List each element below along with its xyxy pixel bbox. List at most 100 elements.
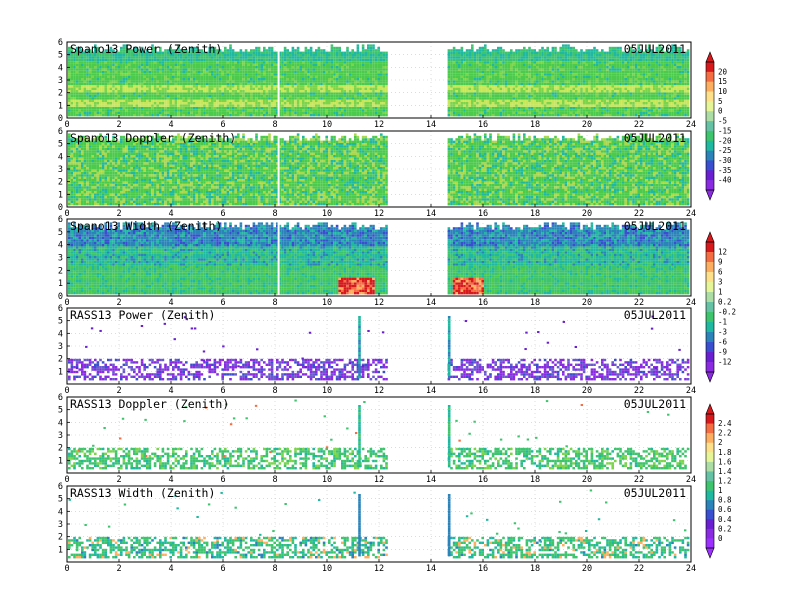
heatmap-cell <box>195 95 198 97</box>
heatmap-cell <box>219 68 222 70</box>
heatmap-cell <box>208 80 211 82</box>
heatmap-cell <box>266 56 269 58</box>
heatmap-cell <box>354 54 357 56</box>
heatmap-cell <box>110 85 113 87</box>
heatmap-cell <box>531 90 534 92</box>
heatmap-cell <box>73 104 76 106</box>
heatmap-cell <box>518 76 521 78</box>
heatmap-cell <box>201 109 204 111</box>
heatmap-cell <box>110 80 113 82</box>
heatmap-cell <box>463 71 466 73</box>
heatmap-cell <box>453 102 456 104</box>
heatmap-cell <box>71 88 74 90</box>
heatmap-cell <box>146 100 149 102</box>
heatmap-cell <box>177 78 180 80</box>
heatmap-cell <box>281 114 284 116</box>
heatmap-cell <box>331 109 334 111</box>
heatmap-cell <box>487 73 490 75</box>
heatmap-cell <box>136 68 139 70</box>
heatmap-cell <box>120 64 123 66</box>
heatmap-cell <box>286 88 289 90</box>
heatmap-cell <box>487 78 490 80</box>
heatmap-cell <box>216 61 219 63</box>
heatmap-cell <box>375 73 378 75</box>
heatmap-cell <box>341 56 344 58</box>
heatmap-cell <box>172 83 175 85</box>
heatmap-cell <box>320 104 323 106</box>
heatmap-cell <box>120 90 123 92</box>
heatmap-cell <box>518 102 521 104</box>
heatmap-cell <box>123 83 126 85</box>
heatmap-cell <box>484 85 487 87</box>
heatmap-cell <box>156 90 159 92</box>
heatmap-cell <box>97 78 100 80</box>
heatmap-cell <box>325 80 328 82</box>
heatmap-cell <box>539 78 542 80</box>
heatmap-cell <box>151 78 154 80</box>
heatmap-cell <box>242 95 245 97</box>
heatmap-cell <box>115 114 118 116</box>
heatmap-cell <box>123 73 126 75</box>
heatmap-cell <box>258 102 261 104</box>
heatmap-cell <box>240 78 243 80</box>
heatmap-cell <box>190 68 193 70</box>
heatmap-cell <box>297 71 300 73</box>
heatmap-cell <box>201 107 204 109</box>
heatmap-cell <box>146 104 149 106</box>
heatmap-cell <box>117 109 120 111</box>
heatmap-cell <box>463 90 466 92</box>
heatmap-cell <box>562 73 565 75</box>
heatmap-cell <box>362 54 365 56</box>
heatmap-cell <box>143 61 146 63</box>
heatmap-cell <box>312 109 315 111</box>
heatmap-cell <box>359 112 362 114</box>
heatmap-cell <box>185 107 188 109</box>
heatmap-cell <box>71 102 74 104</box>
heatmap-cell <box>250 95 253 97</box>
heatmap-cell <box>518 59 521 61</box>
heatmap-cell <box>167 88 170 90</box>
heatmap-cell <box>513 54 516 56</box>
heatmap-cell <box>297 102 300 104</box>
heatmap-cell <box>284 88 287 90</box>
heatmap-cell <box>471 44 474 46</box>
heatmap-cell <box>172 109 175 111</box>
heatmap-cell <box>312 114 315 116</box>
heatmap-cell <box>580 92 583 94</box>
heatmap-cell <box>575 80 578 82</box>
heatmap-cell <box>450 92 453 94</box>
heatmap-cell <box>305 104 308 106</box>
heatmap-cell <box>325 102 328 104</box>
heatmap-cell <box>289 83 292 85</box>
heatmap-cell <box>554 109 557 111</box>
heatmap-cell <box>240 95 243 97</box>
heatmap-cell <box>201 56 204 58</box>
heatmap-cell <box>128 78 131 80</box>
heatmap-cell <box>224 59 227 61</box>
heatmap-cell <box>315 102 318 104</box>
heatmap-cell <box>289 64 292 66</box>
heatmap-cell <box>78 76 81 78</box>
heatmap-cell <box>84 95 87 97</box>
heatmap-cell <box>463 59 466 61</box>
heatmap-cell <box>458 102 461 104</box>
heatmap-cell <box>117 61 120 63</box>
heatmap-cell <box>273 104 276 106</box>
heatmap-cell <box>180 97 183 99</box>
heatmap-cell <box>206 88 209 90</box>
heatmap-cell <box>211 80 214 82</box>
heatmap-cell <box>526 88 529 90</box>
heatmap-cell <box>180 100 183 102</box>
heatmap-cell <box>513 112 516 114</box>
heatmap-cell <box>201 97 204 99</box>
heatmap-cell <box>143 68 146 70</box>
heatmap-cell <box>338 52 341 54</box>
heatmap-cell <box>471 71 474 73</box>
heatmap-cell <box>585 102 588 104</box>
heatmap-cell <box>271 88 274 90</box>
heatmap-cell <box>128 92 131 94</box>
heatmap-cell <box>455 71 458 73</box>
heatmap-cell <box>546 76 549 78</box>
heatmap-cell <box>297 95 300 97</box>
heatmap-cell <box>497 104 500 106</box>
